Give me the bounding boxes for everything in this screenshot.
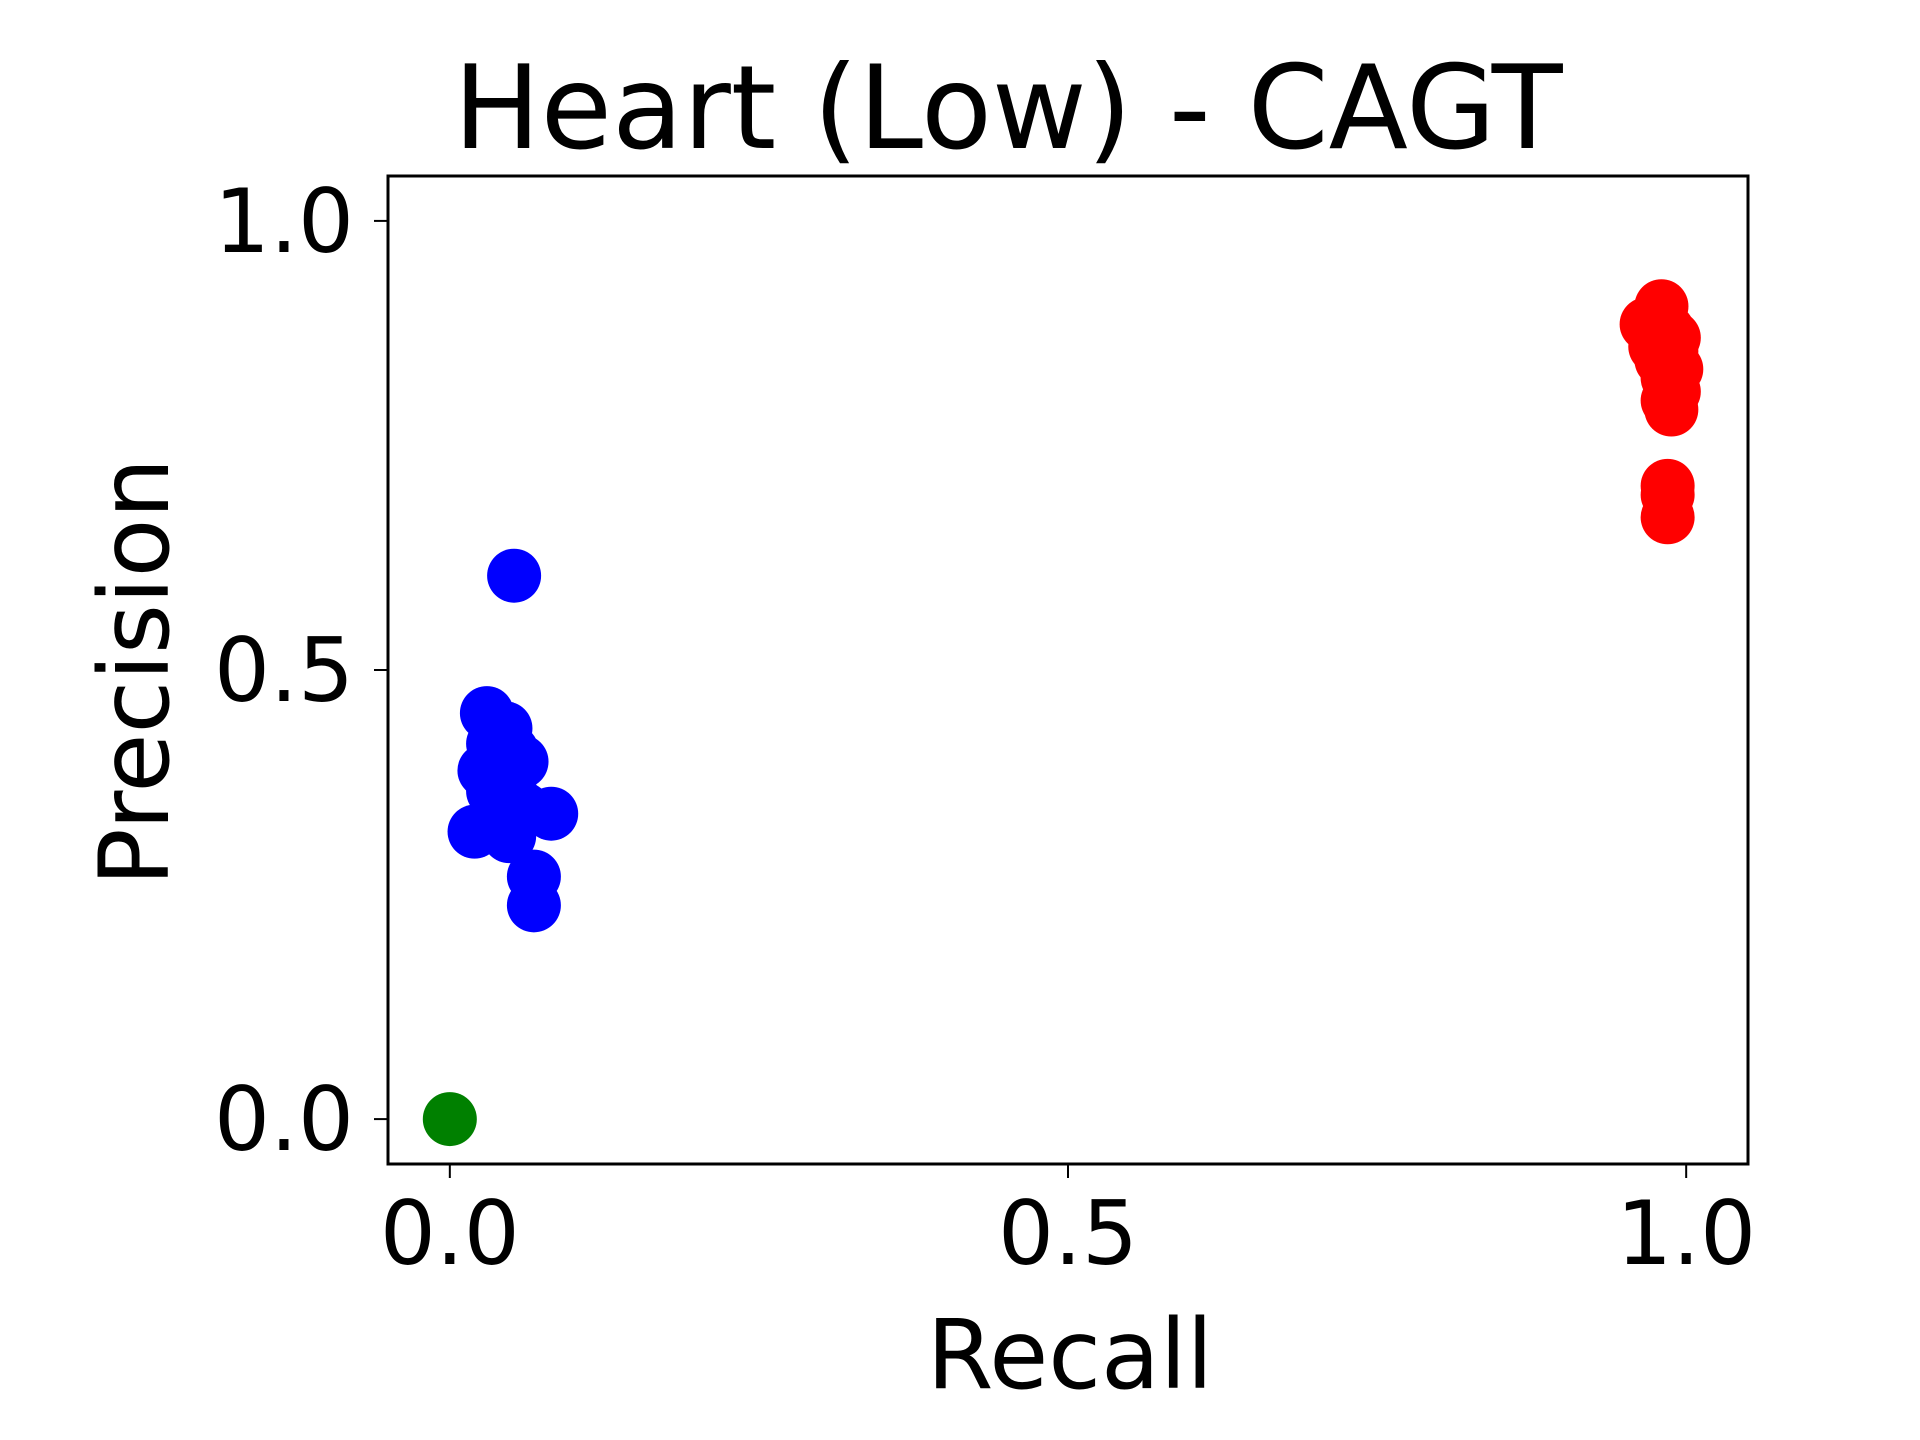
series-1 [447, 548, 579, 933]
data-point [1644, 382, 1699, 437]
data-points [422, 279, 1704, 1147]
data-point [422, 1092, 477, 1147]
x-tick-label: 1.0 [1616, 1182, 1756, 1285]
chart-title: Heart (Low) - CAGT [453, 41, 1563, 176]
data-point [524, 786, 579, 841]
y-axis-label: Precision [79, 458, 191, 886]
x-axis-label: Recall [927, 1299, 1213, 1411]
data-point [487, 548, 542, 603]
series-2 [1619, 279, 1704, 545]
data-point [506, 878, 561, 933]
data-point [1640, 490, 1695, 545]
y-tick-label: 0.0 [214, 1068, 354, 1171]
y-tick-label: 1.0 [214, 170, 354, 273]
axis-ticks: 0.0 0.5 1.0 0.0 0.5 1.0 [214, 170, 1756, 1285]
data-point [482, 809, 537, 864]
x-tick-label: 0.5 [998, 1182, 1138, 1285]
x-tick-label: 0.0 [380, 1182, 520, 1285]
y-tick-label: 0.5 [214, 619, 354, 722]
series-0 [422, 1092, 477, 1147]
plot-frame [386, 174, 1750, 1166]
